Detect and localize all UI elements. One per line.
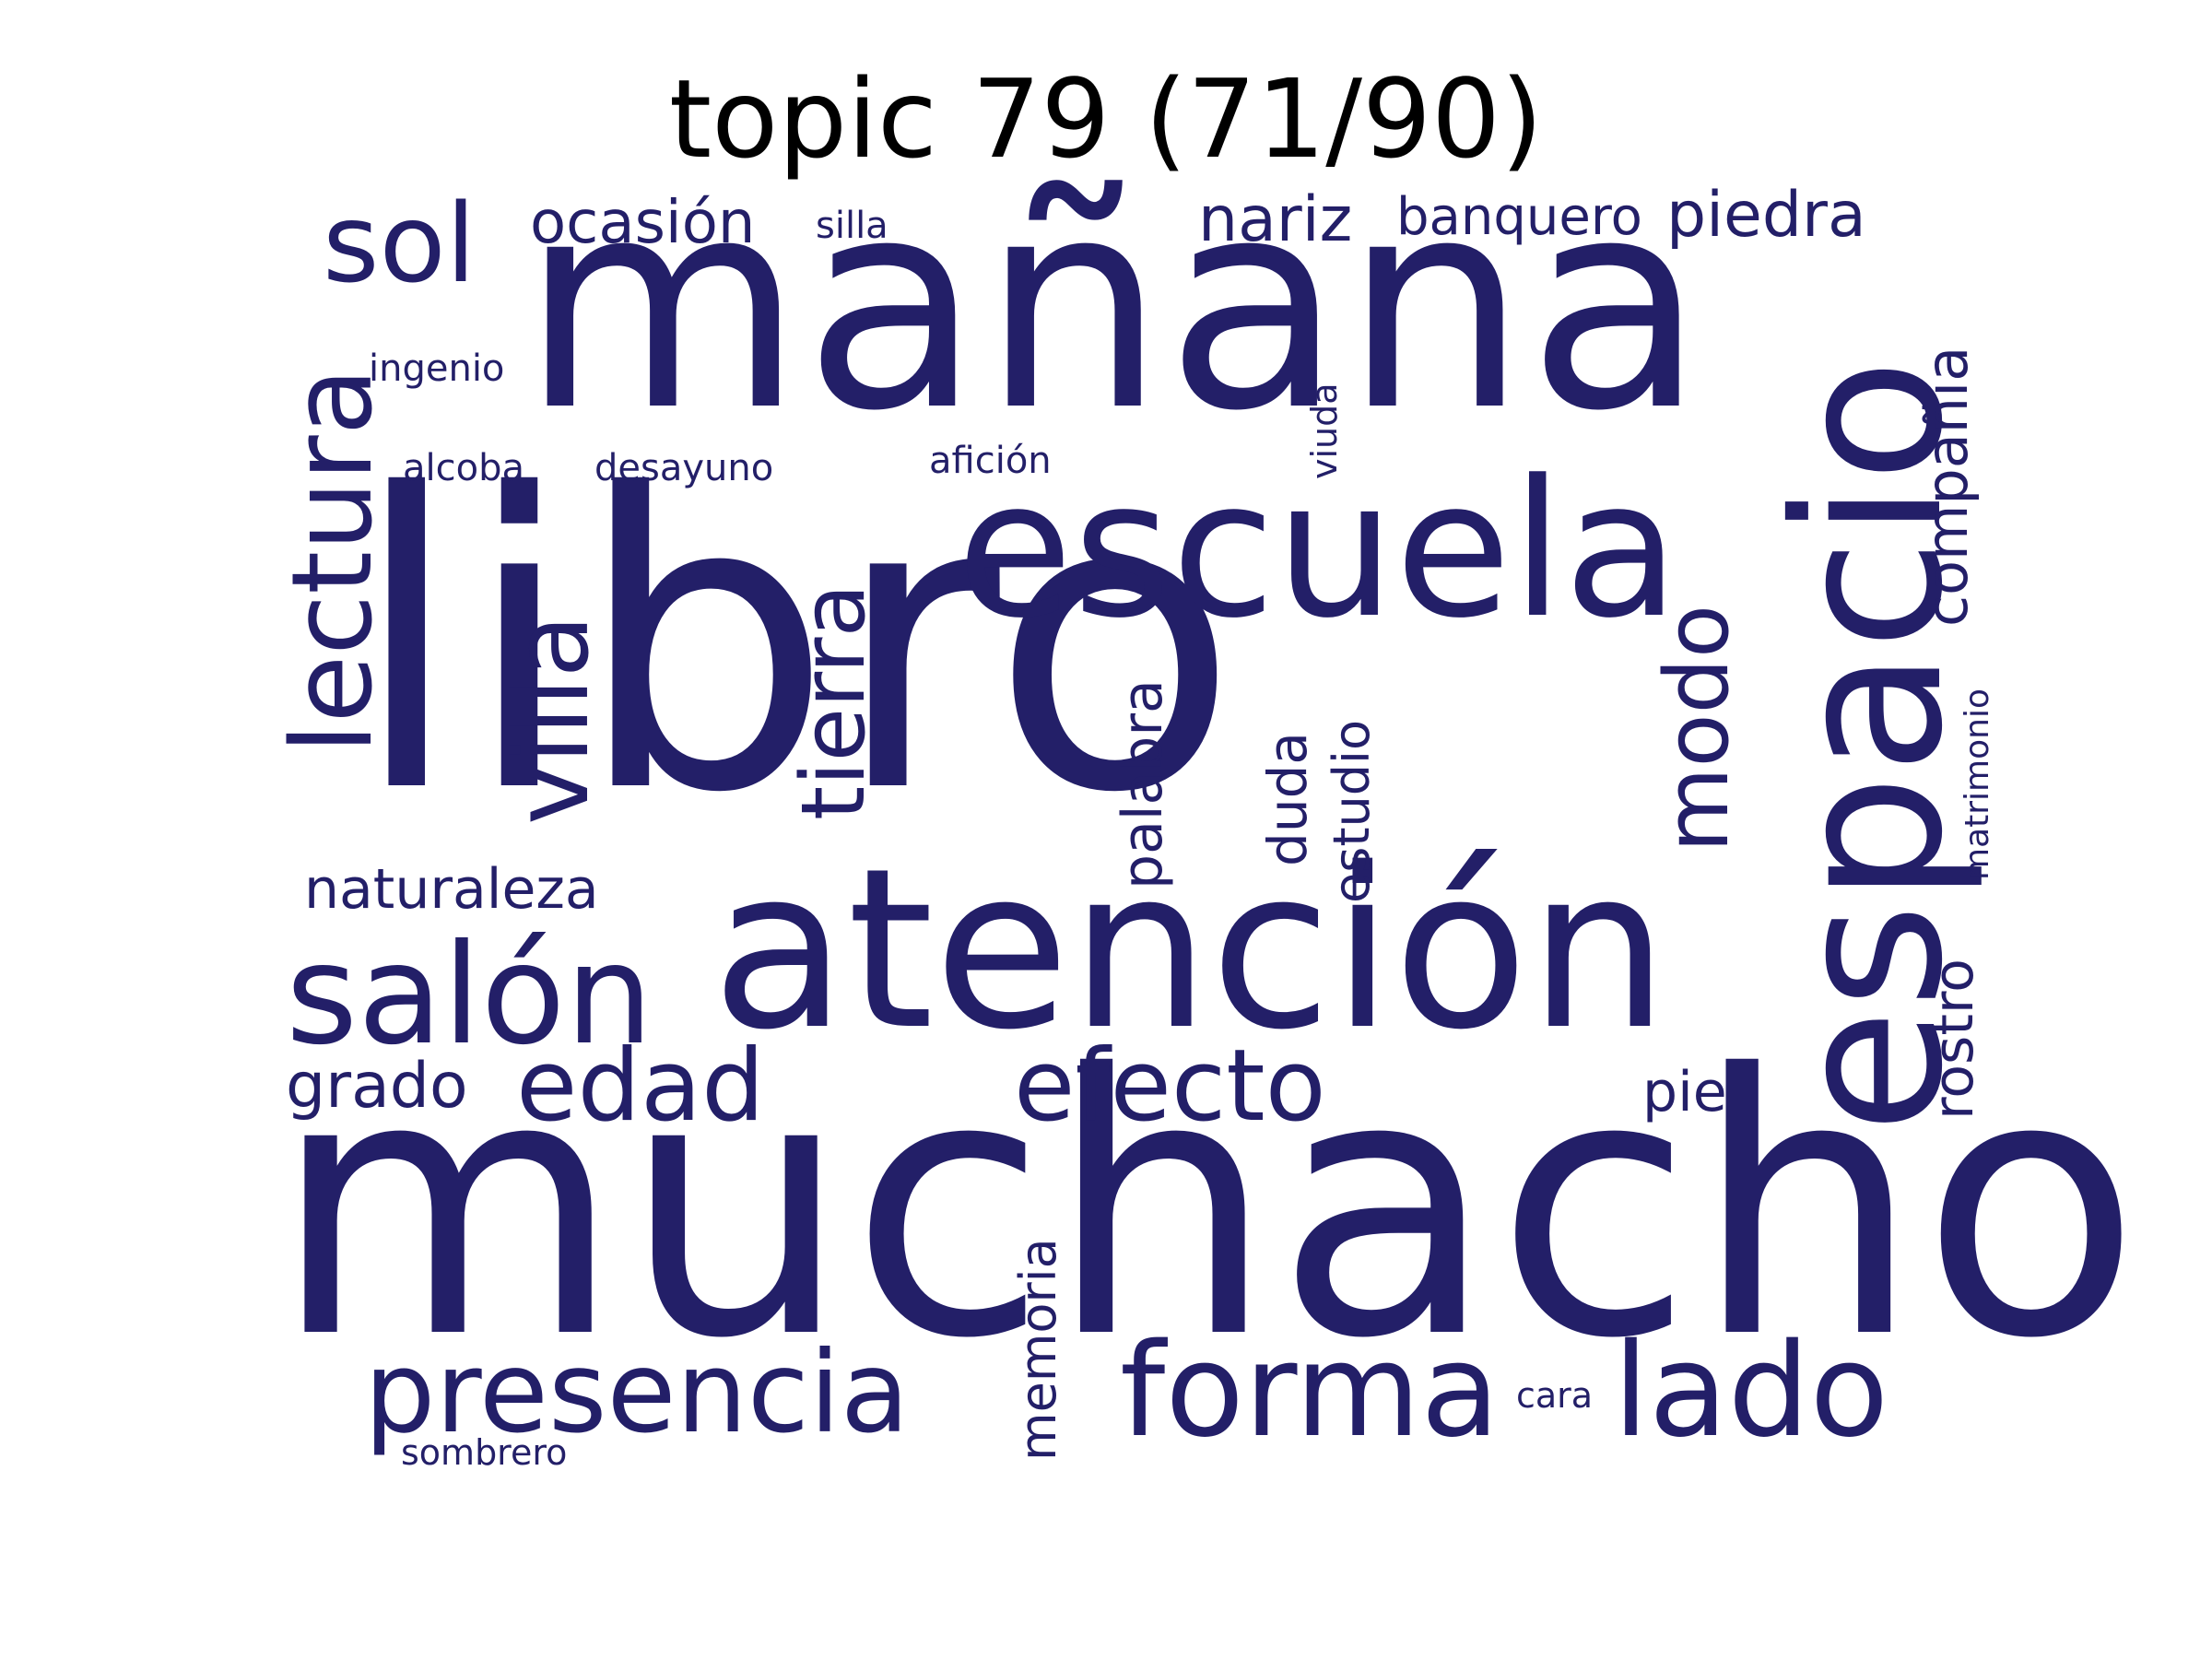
word-desayuno: desayuno xyxy=(594,447,774,489)
word-escuela: escuela xyxy=(957,441,1680,660)
word-forma: forma xyxy=(1120,1316,1500,1466)
word-naturaleza: naturaleza xyxy=(304,857,599,922)
word-sol: sol xyxy=(323,180,477,307)
page-title: topic 79 (71/90) xyxy=(668,55,1544,182)
word-presencia: presencia xyxy=(364,1327,910,1458)
word-tierra: tierra xyxy=(783,583,885,820)
word-memoria: memoria xyxy=(1009,1238,1067,1461)
word-duda: duda xyxy=(1256,732,1319,866)
word-grado: grado xyxy=(286,1050,468,1123)
word-ingenio: ingenio xyxy=(369,347,505,390)
word-muchacho: muchacho xyxy=(272,998,2141,1417)
word-nariz: nariz xyxy=(1198,183,1353,256)
word-modo: modo xyxy=(1647,604,1748,853)
word-palabra: palabra xyxy=(1111,679,1175,889)
word-banquero: banquero xyxy=(1396,187,1642,247)
word-cara: cara xyxy=(1516,1375,1594,1416)
word-alcoba: alcoba xyxy=(403,447,524,489)
word-piedra: piedra xyxy=(1666,179,1866,252)
word-ocasion: ocasión xyxy=(530,189,756,257)
word-manana: mañana xyxy=(521,137,1706,475)
word-compania: compañía xyxy=(1913,346,1981,627)
word-atencion: atención xyxy=(712,820,1669,1078)
word-salon: salón xyxy=(286,915,653,1076)
word-viuda: viuda xyxy=(1304,382,1345,479)
word-matrimonio: matrimonio xyxy=(1959,688,1996,880)
word-aficion: afición xyxy=(929,440,1052,482)
word-lado: lado xyxy=(1613,1316,1889,1466)
word-pie: pie xyxy=(1642,1060,1727,1124)
word-efecto: efecto xyxy=(1014,1029,1326,1144)
word-libro: libro xyxy=(350,409,1240,881)
word-silla: silla xyxy=(816,205,888,247)
word-villa: villa xyxy=(492,614,612,825)
word-edad: edad xyxy=(516,1029,765,1144)
word-rostro: rostro xyxy=(1922,959,1986,1120)
word-estudio: estudio xyxy=(1323,719,1381,903)
word-sombrero: sombrero xyxy=(401,1432,568,1473)
word-lectura: lectura xyxy=(269,367,397,754)
